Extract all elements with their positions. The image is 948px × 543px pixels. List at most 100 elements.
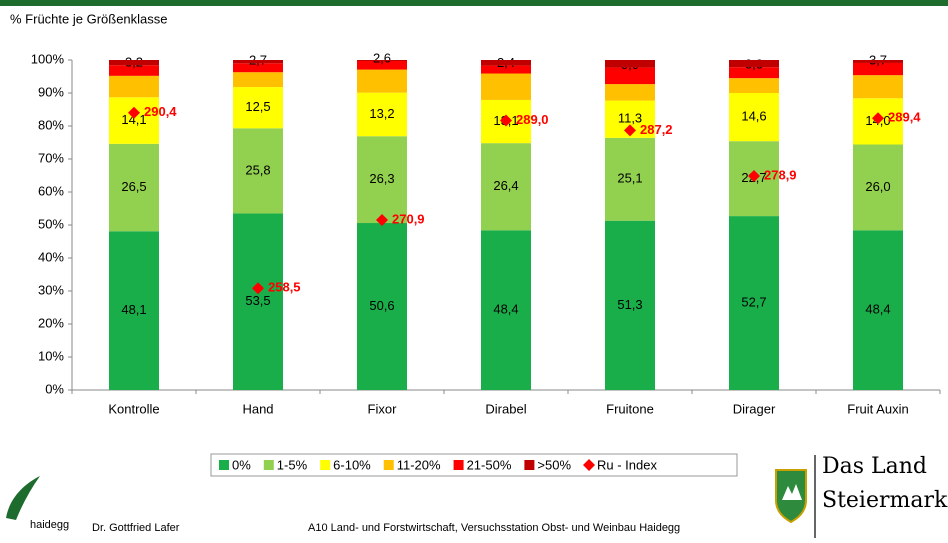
bar-segment bbox=[233, 63, 283, 73]
bar-segment bbox=[109, 97, 159, 144]
x-tick-label: Fruit Auxin bbox=[847, 401, 908, 416]
bar-segment bbox=[605, 67, 655, 85]
legend-swatch bbox=[219, 460, 229, 470]
data-label: 50,6 bbox=[369, 298, 394, 313]
legend: 0% 1-5% 6-10% 11-20% 21-50% >50% Ru - Index bbox=[210, 453, 738, 477]
bar-segment bbox=[481, 73, 531, 100]
bar-segment bbox=[853, 230, 903, 390]
bar-segment bbox=[605, 137, 655, 221]
bar-segment bbox=[357, 92, 407, 137]
legend-label: 6-10% bbox=[333, 457, 371, 472]
bar-segment bbox=[729, 67, 779, 79]
data-label: 270,9 bbox=[392, 211, 425, 226]
bar-segment bbox=[109, 60, 159, 66]
y-tick-label: 40% bbox=[38, 249, 64, 264]
marker bbox=[252, 282, 264, 295]
bar-segment bbox=[357, 60, 407, 70]
bar-segment bbox=[233, 60, 283, 64]
data-label: 290,4 bbox=[144, 104, 177, 119]
legend-label: 21-50% bbox=[467, 457, 512, 472]
bar-segment bbox=[357, 69, 407, 93]
data-label: 289,0 bbox=[516, 112, 549, 127]
data-label: 53,5 bbox=[245, 293, 270, 308]
bar-segment bbox=[729, 93, 779, 142]
bar-segment bbox=[853, 75, 903, 99]
marker bbox=[500, 114, 512, 127]
data-label: 26,0 bbox=[865, 179, 890, 194]
data-label: 48,4 bbox=[865, 302, 890, 317]
data-label: 26,3 bbox=[369, 171, 394, 186]
bar-segment bbox=[233, 128, 283, 214]
marker bbox=[872, 112, 884, 125]
bar-segment bbox=[233, 213, 283, 390]
y-tick-label: 50% bbox=[38, 216, 64, 231]
y-tick-label: 90% bbox=[38, 84, 64, 99]
legend-label: 0% bbox=[232, 457, 251, 472]
bar-segment bbox=[357, 136, 407, 224]
bar-segment bbox=[109, 143, 159, 232]
bar-segment bbox=[729, 78, 779, 93]
bar-segment bbox=[729, 60, 779, 68]
data-label: 11,3 bbox=[618, 111, 642, 126]
y-tick-label: 80% bbox=[38, 117, 64, 132]
y-tick-label: 60% bbox=[38, 183, 64, 198]
bar-segment bbox=[605, 60, 655, 68]
marker bbox=[748, 170, 760, 183]
legend-swatch bbox=[524, 460, 535, 470]
bar-segment bbox=[729, 216, 779, 390]
bar-segment bbox=[605, 84, 655, 101]
bar-segment bbox=[481, 65, 531, 74]
marker bbox=[624, 124, 636, 137]
data-label: 2,6 bbox=[373, 50, 391, 65]
bar-segment bbox=[233, 72, 283, 88]
bar-segment bbox=[109, 75, 159, 98]
logo-leaf bbox=[6, 476, 40, 520]
data-label: 51,3 bbox=[617, 297, 642, 312]
x-tick-label: Fruitone bbox=[606, 401, 654, 416]
data-label: 278,9 bbox=[764, 167, 797, 182]
legend-frame bbox=[210, 453, 738, 477]
top-band bbox=[0, 0, 948, 6]
y-tick-label: 0% bbox=[45, 381, 64, 396]
legend-marker bbox=[583, 459, 596, 471]
bar-segment bbox=[481, 143, 531, 231]
legend-swatch bbox=[383, 460, 394, 470]
marker bbox=[128, 106, 140, 119]
y-tick-label: 20% bbox=[38, 315, 64, 330]
data-label: 48,1 bbox=[121, 302, 146, 317]
bar-segment bbox=[853, 144, 903, 231]
data-label: 14,1 bbox=[121, 112, 146, 127]
legend-swatch bbox=[263, 460, 274, 470]
data-label: 3,7 bbox=[869, 52, 887, 67]
data-label: 26,4 bbox=[493, 178, 518, 193]
y-tick-label: 30% bbox=[38, 282, 64, 297]
legend-swatch bbox=[320, 460, 331, 470]
bar-segment bbox=[357, 223, 407, 390]
x-tick-label: Dirager bbox=[733, 401, 776, 416]
data-label: 25,8 bbox=[245, 162, 270, 177]
bar-segment bbox=[481, 60, 531, 66]
data-label: 52,7 bbox=[741, 294, 766, 309]
data-label: 26,5 bbox=[121, 179, 146, 194]
logo-text: haidegg bbox=[30, 519, 69, 531]
bar-segment bbox=[109, 65, 159, 76]
legend-swatch bbox=[453, 460, 464, 470]
data-label: 289,4 bbox=[888, 110, 921, 125]
bar-segment bbox=[233, 87, 283, 129]
x-tick-label: Dirabel bbox=[485, 401, 526, 416]
footer-institution: A10 Land- und Forstwirtschaft, Versuchss… bbox=[308, 522, 680, 534]
chart-title: % Früchte je Größenklasse bbox=[10, 11, 168, 26]
x-tick-label: Fixor bbox=[368, 401, 398, 416]
x-tick-label: Kontrolle bbox=[108, 401, 159, 416]
bar-segment bbox=[109, 231, 159, 390]
brand-line2: Steiermark bbox=[822, 488, 948, 513]
coat-of-arms-panther bbox=[782, 484, 802, 500]
bar-segment bbox=[357, 60, 407, 61]
y-tick-label: 100% bbox=[31, 51, 65, 66]
marker bbox=[376, 214, 388, 227]
bar-segment bbox=[605, 220, 655, 390]
data-label: 287,2 bbox=[640, 122, 673, 137]
data-label: 25,1 bbox=[617, 171, 642, 186]
legend-label: Ru - Index bbox=[597, 457, 657, 472]
data-label: 48,4 bbox=[493, 302, 518, 317]
